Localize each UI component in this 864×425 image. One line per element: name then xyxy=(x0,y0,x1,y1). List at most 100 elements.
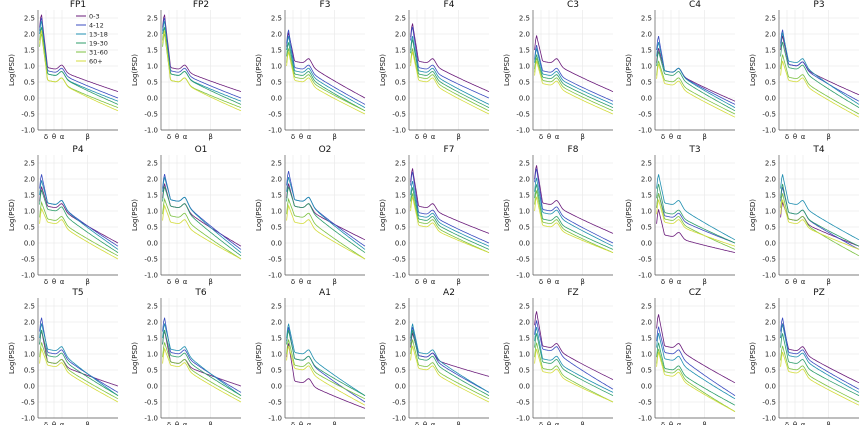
series-line-4-12 xyxy=(780,317,860,390)
y-tick-label: 1.5 xyxy=(519,334,530,342)
psd-panel-f8: -1.0 -0.5 0.0 0.5 1.0 1.5 2.0 2.5 δ θ α β Log(PSD) F8 xyxy=(503,145,614,286)
series-line-31-60 xyxy=(39,200,119,257)
x-tick-label: δ xyxy=(539,278,543,286)
x-tick-label: θ xyxy=(423,278,427,286)
series-line-19-30 xyxy=(162,329,242,396)
series-line-19-30 xyxy=(780,41,860,108)
x-tick-label: β xyxy=(456,421,460,425)
y-axis-label: Log(PSD) xyxy=(131,342,139,374)
psd-panel-a1: -1.0 -0.5 0.0 0.5 1.0 1.5 2.0 2.5 δ θ α β Log(PSD) A1 xyxy=(255,288,366,425)
psd-panel-p4: -1.0 -0.5 0.0 0.5 1.0 1.5 2.0 2.5 δ θ α β Log(PSD) P4 xyxy=(8,145,119,286)
series-line-0-3 xyxy=(780,323,860,384)
panel-title: F8 xyxy=(568,145,579,155)
y-tick-label: -1.0 xyxy=(144,126,158,134)
series-line-60+ xyxy=(39,347,119,403)
y-tick-label: 1.5 xyxy=(395,334,406,342)
x-tick-label: β xyxy=(332,278,336,286)
x-tick-label: β xyxy=(208,421,212,425)
y-tick-label: 0.0 xyxy=(24,382,35,390)
y-tick-label: -1.0 xyxy=(516,126,530,134)
y-tick-label: 2.5 xyxy=(641,159,652,167)
y-tick-label: 0.5 xyxy=(24,366,35,374)
y-tick-label: 2.0 xyxy=(24,175,35,183)
series-line-19-30 xyxy=(39,189,119,253)
series-line-19-30 xyxy=(534,184,614,250)
x-tick-label: θ xyxy=(547,421,551,425)
y-axis-label: Log(PSD) xyxy=(503,199,511,231)
x-tick-label: β xyxy=(702,133,706,141)
series-line-19-30 xyxy=(286,42,366,112)
series-line-31-60 xyxy=(780,193,860,257)
legend-label: 0-3 xyxy=(89,12,100,20)
y-tick-label: -0.5 xyxy=(144,110,158,118)
x-tick-label: δ xyxy=(291,278,295,286)
y-tick-label: 0.5 xyxy=(765,223,776,231)
y-tick-label: 2.5 xyxy=(147,14,158,22)
series-line-60+ xyxy=(162,347,242,403)
y-axis-label: Log(PSD) xyxy=(255,199,263,231)
y-tick-label: -0.5 xyxy=(392,110,406,118)
y-tick-label: -0.5 xyxy=(268,255,282,263)
y-tick-label: 0.0 xyxy=(271,239,282,247)
x-tick-label: α xyxy=(555,421,560,425)
x-tick-label: δ xyxy=(415,278,419,286)
y-tick-label: 0.0 xyxy=(395,382,406,390)
x-tick-label: θ xyxy=(669,278,673,286)
y-tick-label: -0.5 xyxy=(516,398,530,406)
x-tick-label: δ xyxy=(415,421,419,425)
series-line-31-60 xyxy=(534,57,614,112)
y-tick-label: 0.0 xyxy=(519,239,530,247)
x-tick-label: θ xyxy=(52,421,56,425)
series-line-0-3 xyxy=(534,165,614,234)
legend-label: 13-18 xyxy=(89,30,108,38)
y-tick-label: 2.5 xyxy=(271,159,282,167)
series-line-13-18 xyxy=(162,323,242,396)
y-tick-label: 2.5 xyxy=(519,302,530,310)
series-line-60+ xyxy=(780,351,860,406)
y-tick-label: 1.5 xyxy=(147,334,158,342)
y-tick-label: 1.5 xyxy=(765,191,776,199)
y-tick-label: -0.5 xyxy=(516,110,530,118)
series-line-31-60 xyxy=(656,193,736,250)
psd-panel-pz: -1.0 -0.5 0.0 0.5 1.0 1.5 2.0 2.5 δ θ α β Log(PSD) PZ xyxy=(749,288,860,425)
x-tick-label: β xyxy=(85,278,89,286)
y-axis-label: Log(PSD) xyxy=(503,342,511,374)
x-tick-label: δ xyxy=(661,278,665,286)
y-tick-label: -0.5 xyxy=(144,398,158,406)
x-tick-label: β xyxy=(826,278,830,286)
series-line-13-18 xyxy=(410,181,490,247)
y-tick-label: 2.0 xyxy=(765,318,776,326)
x-tick-label: β xyxy=(702,421,706,425)
series-line-13-18 xyxy=(286,177,366,250)
x-tick-label: α xyxy=(431,133,436,141)
y-tick-label: 1.5 xyxy=(395,46,406,54)
panel-title: FZ xyxy=(567,288,578,298)
y-tick-label: 1.5 xyxy=(24,334,35,342)
x-tick-label: β xyxy=(580,133,584,141)
x-tick-label: θ xyxy=(547,133,551,141)
series-line-19-30 xyxy=(39,27,119,105)
series-line-19-30 xyxy=(39,329,119,396)
y-tick-label: 0.5 xyxy=(24,223,35,231)
x-tick-label: β xyxy=(456,278,460,286)
series-line-4-12 xyxy=(780,29,860,102)
panel-title: F3 xyxy=(320,0,331,10)
series-line-13-18 xyxy=(656,333,736,400)
y-tick-label: 0.5 xyxy=(519,223,530,231)
panel-title: FP2 xyxy=(193,0,209,10)
x-tick-label: δ xyxy=(44,278,48,286)
series-line-13-18 xyxy=(656,42,736,108)
y-tick-label: 1.5 xyxy=(24,46,35,54)
y-tick-label: 0.5 xyxy=(395,223,406,231)
y-tick-label: -0.5 xyxy=(21,110,35,118)
y-tick-label: 2.5 xyxy=(765,159,776,167)
y-axis-label: Log(PSD) xyxy=(625,54,633,86)
series-line-13-18 xyxy=(534,327,614,393)
series-line-0-3 xyxy=(286,183,366,241)
y-tick-label: -0.5 xyxy=(638,110,652,118)
series-line-19-30 xyxy=(162,186,242,257)
x-tick-label: α xyxy=(555,133,560,141)
y-axis-label: Log(PSD) xyxy=(131,54,139,86)
y-tick-label: 2.5 xyxy=(519,159,530,167)
x-tick-label: α xyxy=(60,421,65,425)
